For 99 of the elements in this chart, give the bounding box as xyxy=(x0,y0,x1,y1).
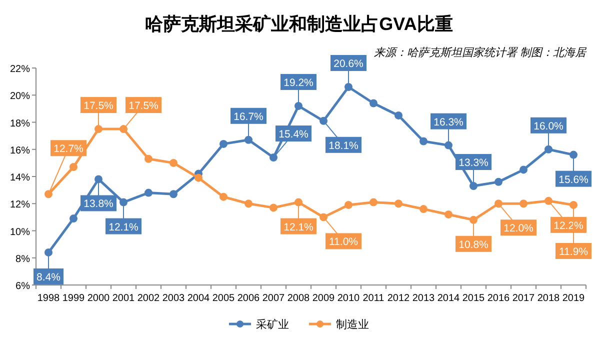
point xyxy=(320,116,328,125)
data-label: 12.1% xyxy=(108,221,138,234)
data-label: 16.7% xyxy=(234,110,264,123)
y-tick-label: 10% xyxy=(10,226,30,238)
point xyxy=(570,150,578,159)
data-label: 17.5% xyxy=(84,100,114,112)
point xyxy=(220,192,228,201)
x-tick-label: 2012 xyxy=(387,293,410,304)
y-tick-label: 14% xyxy=(10,172,30,184)
point xyxy=(520,200,528,208)
x-tick-label: 2003 xyxy=(162,293,186,304)
legend-label: 制造业 xyxy=(336,318,369,331)
data-label: 12.0% xyxy=(504,222,534,235)
point xyxy=(494,200,502,208)
x-tick-label: 2010 xyxy=(337,293,360,304)
data-label: 11.9% xyxy=(559,246,588,258)
point xyxy=(94,175,102,184)
point xyxy=(370,198,378,206)
point xyxy=(294,102,302,110)
point xyxy=(444,141,452,150)
point xyxy=(494,178,502,186)
point xyxy=(270,154,278,162)
y-tick-label: 12% xyxy=(10,200,30,211)
data-label: 20.6% xyxy=(334,58,364,70)
chart-title: 哈萨克斯坦采矿业和制造业占GVA比重 xyxy=(145,14,453,34)
point xyxy=(170,158,178,167)
point xyxy=(194,174,202,182)
point xyxy=(520,166,528,174)
y-tick-label: 16% xyxy=(10,145,30,156)
x-tick-label: 2015 xyxy=(462,293,486,304)
data-label: 18.1% xyxy=(328,140,358,152)
point xyxy=(144,188,152,197)
point xyxy=(70,163,78,172)
x-tick-label: 2014 xyxy=(437,293,460,304)
y-tick-label: 20% xyxy=(10,91,30,102)
x-tick-label: 2006 xyxy=(237,293,260,304)
data-label: 12.2% xyxy=(554,220,584,232)
data-label: 13.3% xyxy=(458,156,488,169)
point xyxy=(420,205,428,214)
point xyxy=(44,190,52,198)
data-label: 11.0% xyxy=(329,236,358,248)
point xyxy=(420,137,428,146)
x-tick-label: 2017 xyxy=(512,293,536,304)
x-tick-label: 2018 xyxy=(537,293,560,304)
source-note: 来源：哈萨克斯坦国家统计署 制图：北海居 xyxy=(374,46,587,59)
y-tick-label: 18% xyxy=(10,118,30,130)
x-tick-label: 2005 xyxy=(212,293,236,304)
legend-label: 采矿业 xyxy=(256,318,289,331)
point xyxy=(94,125,102,134)
point xyxy=(120,125,128,134)
data-label: 19.2% xyxy=(284,76,314,89)
x-tick-label: 2001 xyxy=(112,293,136,304)
point xyxy=(120,198,128,206)
y-tick-label: 6% xyxy=(16,281,30,292)
point xyxy=(170,190,178,198)
x-tick-label: 2007 xyxy=(262,293,286,304)
point xyxy=(470,216,478,224)
x-tick-label: 1999 xyxy=(62,293,86,304)
point xyxy=(344,200,352,209)
y-tick-label: 8% xyxy=(16,254,30,265)
x-tick-label: 2008 xyxy=(287,293,310,304)
data-label: 15.6% xyxy=(558,174,588,186)
y-tick-label: 22% xyxy=(10,64,30,75)
data-label: 8.4% xyxy=(36,271,60,284)
point xyxy=(544,145,552,154)
point xyxy=(320,213,328,222)
x-tick-label: 2013 xyxy=(412,293,436,304)
x-tick-label: 2011 xyxy=(362,293,385,304)
point xyxy=(44,248,52,256)
point xyxy=(370,99,378,108)
point xyxy=(544,196,552,205)
point xyxy=(294,198,302,206)
x-tick-label: 2009 xyxy=(312,293,336,304)
x-tick-label: 2016 xyxy=(487,293,510,304)
point xyxy=(270,204,278,212)
point xyxy=(470,182,478,190)
data-label: 17.5% xyxy=(128,100,158,112)
point xyxy=(394,111,402,120)
point xyxy=(244,136,252,144)
data-label: 10.8% xyxy=(458,238,488,251)
data-label: 16.3% xyxy=(434,116,464,128)
point xyxy=(144,154,152,163)
data-label: 12.7% xyxy=(54,143,84,156)
data-label: 12.1% xyxy=(284,221,314,234)
point xyxy=(220,140,228,148)
x-tick-label: 1998 xyxy=(37,293,60,304)
x-tick-label: 2004 xyxy=(187,293,210,304)
point xyxy=(70,214,78,223)
point xyxy=(344,82,352,91)
x-tick-label: 2019 xyxy=(562,293,586,304)
data-label: 13.8% xyxy=(84,198,114,210)
point xyxy=(394,200,402,208)
point xyxy=(244,200,252,208)
x-tick-label: 2002 xyxy=(137,293,160,304)
point xyxy=(570,200,578,209)
x-tick-label: 2000 xyxy=(87,293,110,304)
point xyxy=(444,210,452,218)
data-label: 15.4% xyxy=(278,128,308,141)
data-label: 16.0% xyxy=(534,120,564,132)
